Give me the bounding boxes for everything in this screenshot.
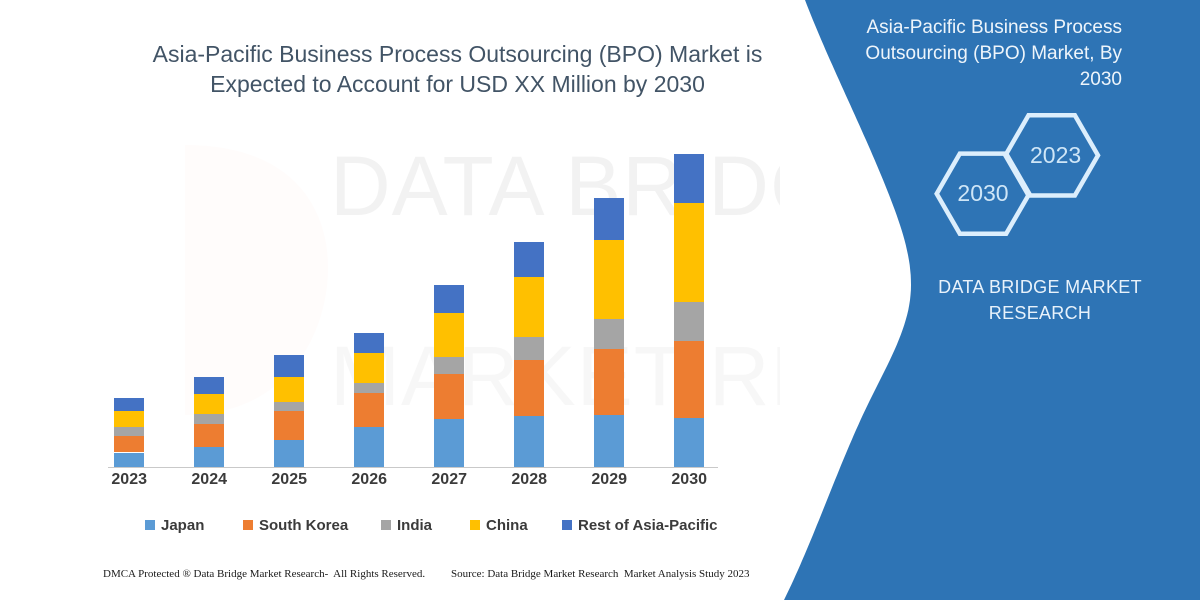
svg-text:2023: 2023 xyxy=(1030,142,1081,168)
svg-text:2030: 2030 xyxy=(957,180,1008,206)
